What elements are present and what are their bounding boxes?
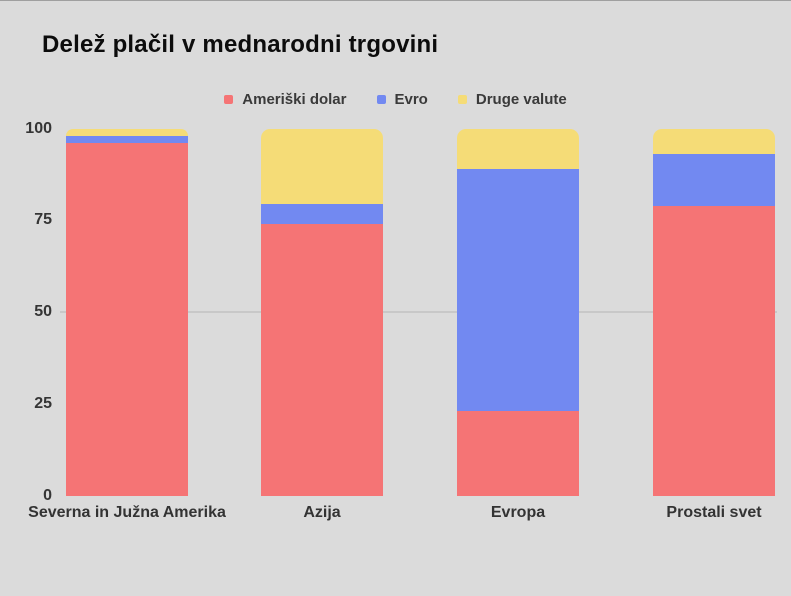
bar-0 [66, 128, 188, 496]
bar-segment-0-0 [66, 143, 188, 496]
legend-item-0: Ameriški dolar [224, 91, 347, 108]
bar-1 [261, 128, 383, 496]
bar-segment-3-0 [653, 205, 775, 496]
y-tick-label-75: 75 [34, 211, 52, 229]
legend-item-1: Evro [376, 91, 428, 108]
legend-swatch-icon [457, 95, 467, 104]
x-axis-label-0: Severna in Južna Amerika [28, 504, 226, 521]
bar-segment-2-0 [457, 411, 579, 496]
bar-segment-1-2 [261, 128, 383, 204]
legend-item-2: Druge valute [457, 91, 567, 108]
x-axis-label-1: Azija [303, 504, 341, 521]
chart-title: Delež plačil v mednarodni trgovini [42, 31, 439, 58]
bar-segment-3-2 [653, 128, 775, 155]
x-axis-label-3: Prostali svet [666, 504, 762, 521]
bar-segment-1-1 [261, 203, 383, 225]
gridline-50 [60, 311, 777, 314]
y-tick-label-0: 0 [43, 487, 52, 504]
legend-label: Ameriški dolar [242, 91, 347, 108]
bar-segment-2-2 [457, 128, 579, 169]
bar-segment-2-1 [457, 168, 579, 412]
legend: Ameriški dolar Evro Druge valute [0, 91, 791, 108]
legend-swatch-icon [376, 95, 386, 104]
x-axis-label-2: Evropa [490, 504, 546, 521]
legend-label: Druge valute [475, 91, 567, 108]
bar-2 [457, 128, 579, 496]
legend-label: Evro [394, 91, 428, 108]
legend-swatch-icon [224, 95, 234, 104]
y-tick-label-100: 100 [25, 119, 52, 137]
bar-segment-3-1 [653, 154, 775, 206]
y-tick-label-50: 50 [34, 303, 52, 321]
bar-segment-0-2 [66, 128, 188, 136]
y-tick-label-25: 25 [34, 395, 52, 413]
bar-segment-0-1 [66, 135, 188, 144]
bar-3 [653, 128, 775, 496]
bar-segment-1-0 [261, 224, 383, 496]
